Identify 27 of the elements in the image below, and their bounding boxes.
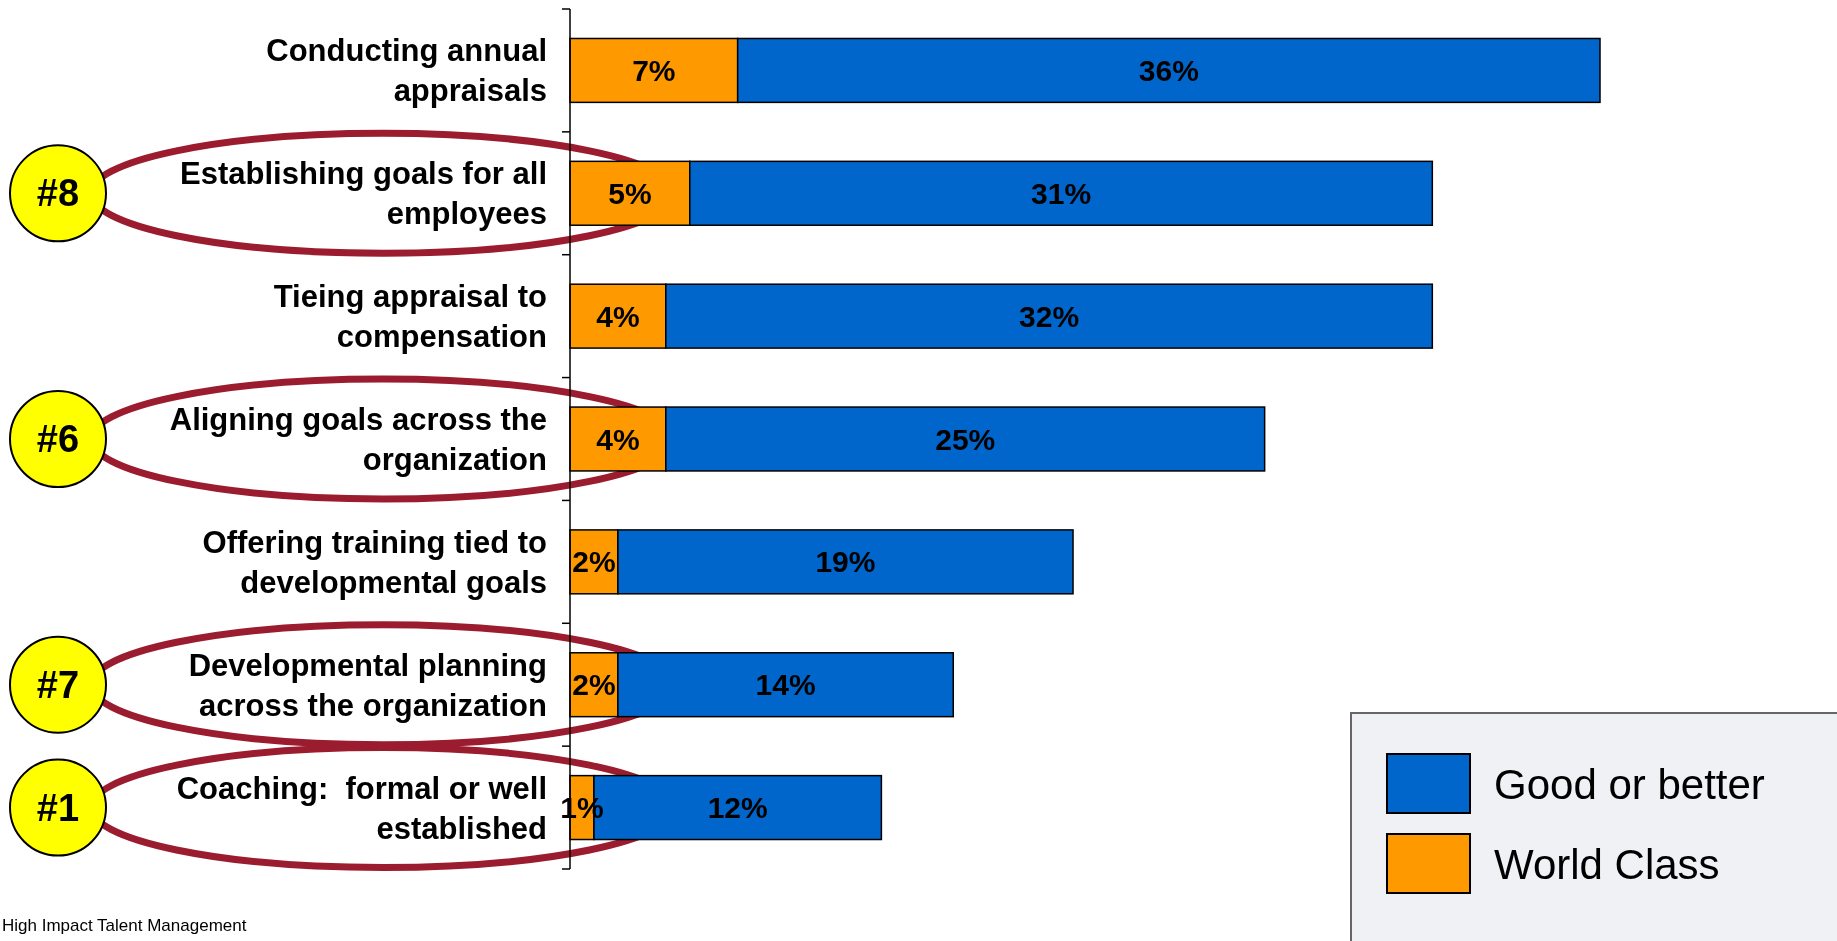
text: #7	[36, 663, 80, 706]
data-label: 14%	[755, 668, 816, 702]
legend-label: Good or better	[1494, 760, 1765, 808]
data-label: 7%	[632, 53, 676, 87]
y-tick-label: Establishing goals for all employees	[180, 155, 547, 231]
data-label: 32%	[1019, 299, 1080, 333]
text: High Impact Talent Management	[2, 916, 247, 935]
data-label: 5%	[608, 176, 652, 210]
data-label: 36%	[1138, 53, 1199, 87]
data-label: 19%	[815, 545, 876, 579]
text: #8	[36, 172, 80, 215]
y-tick-label: Coaching: formal or well established	[176, 770, 547, 846]
legend-label: World Class	[1494, 840, 1720, 888]
data-label: 4%	[596, 422, 640, 456]
data-label: 25%	[935, 422, 996, 456]
text: #6	[36, 418, 80, 460]
y-tick-label: Conducting annual appraisals	[266, 32, 547, 108]
data-label: 2%	[572, 545, 616, 579]
y-tick-label: Offering training tied to developmental goals	[202, 524, 547, 600]
data-label: 31%	[1031, 176, 1092, 210]
text: #1	[36, 786, 80, 829]
data-label: 12%	[707, 791, 768, 825]
y-tick-label: Developmental planning across the organization	[188, 647, 547, 723]
data-label: 2%	[572, 668, 616, 702]
y-tick-label: Tieing appraisal to compensation	[273, 278, 547, 354]
data-label: 4%	[596, 299, 640, 333]
y-tick-label: Aligning goals across the organization	[169, 401, 547, 477]
